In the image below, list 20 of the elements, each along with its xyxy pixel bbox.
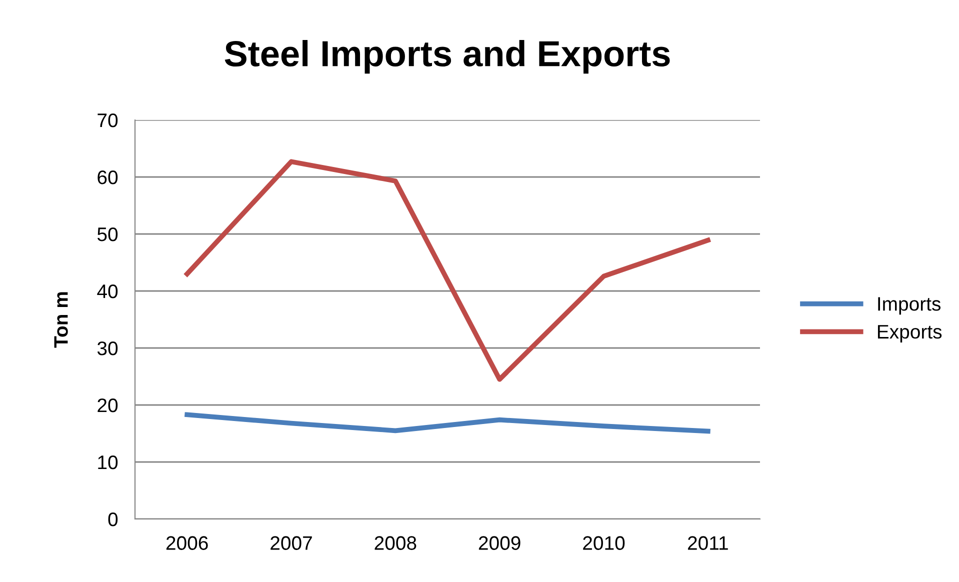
legend-label: Exports	[878, 325, 942, 342]
x-tick-label: 2009	[478, 536, 520, 550]
x-tick-label: 2006	[166, 536, 208, 550]
line-series	[184, 159, 710, 382]
y-tick-label: 10	[98, 455, 118, 470]
line-series	[184, 412, 710, 434]
y-tick-label: 70	[98, 113, 118, 128]
y-axis-title: Ton m	[54, 292, 68, 348]
legend-label: Imports	[878, 297, 941, 315]
y-tick-label: 60	[98, 170, 118, 184]
y-tick-label: 30	[97, 341, 118, 356]
x-tick-label: 2008	[374, 536, 416, 550]
y-tick-label: 50	[97, 227, 118, 242]
y-tick-label: 20	[98, 398, 118, 412]
x-tick-label: 2007	[270, 536, 312, 550]
y-tick-label: 0	[108, 512, 118, 526]
y-tick-label: 40	[97, 284, 118, 298]
x-tick-label: 2010	[583, 536, 625, 550]
chart-title: Steel Imports and Exports	[224, 40, 670, 74]
x-tick-label: 2011	[688, 536, 728, 550]
